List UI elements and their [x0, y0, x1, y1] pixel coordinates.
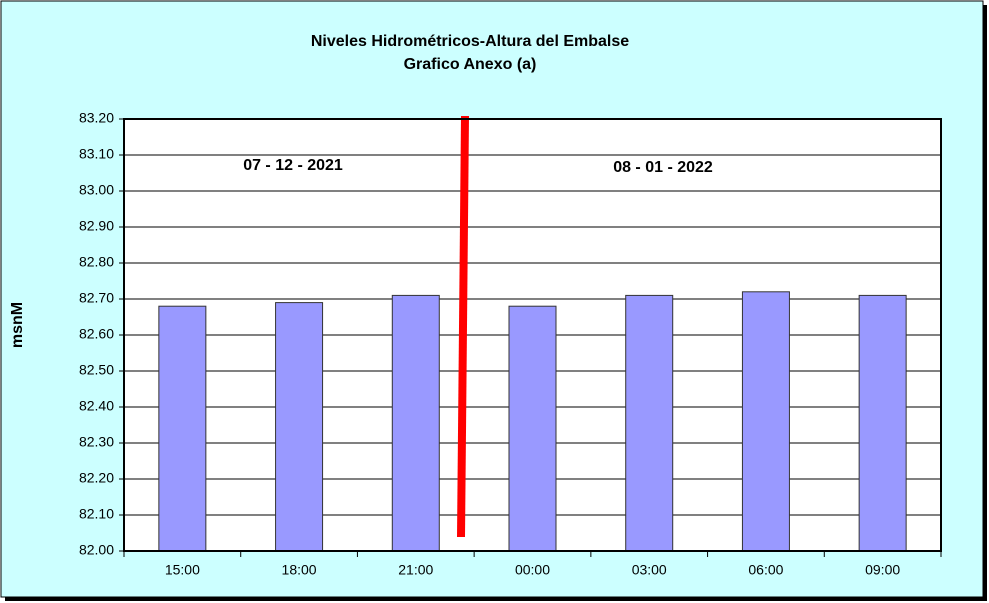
divider-line	[457, 115, 469, 538]
y-tick-label: 82.40	[79, 398, 114, 414]
x-tick-label: 03:00	[632, 562, 667, 578]
x-tick-label: 18:00	[282, 562, 317, 578]
y-axis-label: msnM	[9, 302, 26, 348]
x-tick-label: 15:00	[165, 562, 200, 578]
bar	[625, 294, 674, 552]
annotation: 08 - 01 - 2022	[613, 159, 713, 176]
y-tick-label: 82.20	[79, 470, 114, 486]
y-tick-label: 82.70	[79, 290, 114, 306]
chart-title: Niveles Hidrométricos-Altura del Embalse	[311, 33, 629, 50]
bar	[275, 302, 324, 552]
y-tick-label: 82.10	[79, 506, 114, 522]
x-tick-label: 00:00	[515, 562, 550, 578]
y-tick-label: 82.50	[79, 362, 114, 378]
bar	[741, 291, 790, 552]
x-tick-label: 06:00	[748, 562, 783, 578]
bar	[508, 305, 557, 552]
y-tick-label: 82.90	[79, 218, 114, 234]
x-tick-label: 09:00	[865, 562, 900, 578]
y-tick-label: 83.10	[79, 146, 114, 162]
y-tick-label: 82.80	[79, 254, 114, 270]
y-tick-label: 83.00	[79, 182, 114, 198]
chart-subtitle: Grafico Anexo (a)	[404, 56, 537, 73]
y-tick-label: 82.00	[79, 542, 114, 558]
bar	[858, 294, 907, 552]
annotation: 07 - 12 - 2021	[243, 157, 343, 174]
y-tick-label: 82.30	[79, 434, 114, 450]
y-tick-label: 83.20	[79, 110, 114, 126]
x-tick-label: 21:00	[398, 562, 433, 578]
bar	[391, 294, 440, 552]
y-tick-label: 82.60	[79, 326, 114, 342]
bar	[158, 305, 207, 552]
plot-border	[123, 118, 942, 552]
